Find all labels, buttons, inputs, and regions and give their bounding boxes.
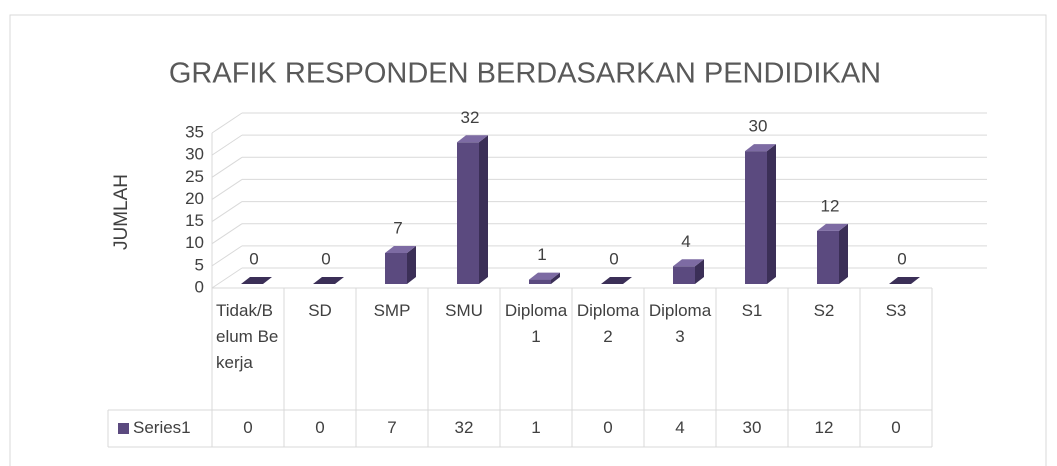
bar-top: [457, 135, 488, 143]
table-value: 30: [743, 418, 762, 437]
table-value: 12: [815, 418, 834, 437]
table-value: 7: [387, 418, 396, 437]
y-tick-label: 25: [185, 167, 204, 186]
y-tick-label: 0: [195, 277, 204, 296]
x-tick-label: S3: [885, 301, 907, 320]
y-tick-label: 15: [185, 211, 204, 230]
y-tick-label: 5: [195, 255, 204, 274]
bar: [745, 151, 767, 284]
x-tick-label: Diploma 3: [648, 301, 712, 346]
bar: [817, 230, 839, 284]
bar: [673, 266, 695, 284]
table-value: 1: [531, 418, 540, 437]
x-tick-label: SMP: [373, 301, 411, 320]
y-tick-label: 10: [185, 233, 204, 252]
bar-top: [601, 277, 632, 284]
value-label: 0: [897, 249, 906, 268]
bar-side: [551, 272, 560, 284]
grid-line-side: [211, 267, 243, 289]
grid-line-side: [211, 134, 243, 156]
table-value: 32: [455, 418, 474, 437]
bar-top: [745, 144, 776, 152]
bar-side: [407, 246, 416, 284]
x-tick-label: Diploma 1: [504, 301, 568, 346]
x-tick-label: Tidak/Belum Bekerja: [216, 301, 279, 372]
table-value: 0: [243, 418, 252, 437]
grid-line-side: [211, 156, 243, 178]
chart-border: [9, 14, 1047, 466]
bar: [529, 279, 551, 284]
bar: [385, 253, 407, 284]
bar-top: [889, 277, 920, 284]
x-tick-label: SD: [308, 301, 332, 320]
bar-top: [817, 223, 848, 231]
x-tick-label: S1: [741, 301, 763, 320]
bar: [457, 142, 479, 284]
value-label: 0: [321, 249, 330, 268]
x-tick-label: Diploma 2: [576, 301, 640, 346]
value-label: 30: [749, 117, 768, 136]
grid-line-side: [211, 245, 243, 267]
bar-top: [241, 277, 272, 284]
grid-line-side: [211, 223, 243, 245]
y-tick-label: 30: [185, 145, 204, 164]
value-label: 0: [609, 249, 618, 268]
y-tick-label: 35: [185, 122, 204, 141]
value-label: 4: [681, 232, 690, 251]
y-axis-label: JUMLAH: [111, 174, 132, 250]
y-tick-label: 20: [185, 189, 204, 208]
value-label: 7: [393, 218, 402, 237]
bar-top: [385, 246, 416, 253]
bar-top: [673, 259, 704, 267]
bar-side: [767, 144, 776, 284]
x-tick-label: SMU: [445, 301, 483, 320]
value-label: 12: [821, 196, 840, 215]
value-label: 0: [249, 249, 258, 268]
value-label: 32: [461, 108, 480, 127]
table-value: 0: [891, 418, 900, 437]
grid-line-side: [211, 112, 243, 134]
bar-side: [479, 135, 488, 284]
value-label: 1: [537, 245, 546, 264]
chart-title: GRAFIK RESPONDEN BERDASARKAN PENDIDIKAN: [169, 58, 881, 90]
grid-line-side: [211, 201, 243, 222]
bar-top: [529, 272, 560, 280]
bar-top: [313, 277, 344, 284]
table-value: 4: [675, 418, 684, 437]
table-value: 0: [315, 418, 324, 437]
grid-line-side: [211, 179, 243, 200]
table-value: 0: [603, 418, 612, 437]
bar-side: [839, 223, 848, 284]
bar-side: [695, 259, 704, 284]
x-tick-label: S2: [813, 301, 835, 320]
legend-label: Series1: [133, 418, 191, 437]
legend-key: [118, 423, 129, 434]
